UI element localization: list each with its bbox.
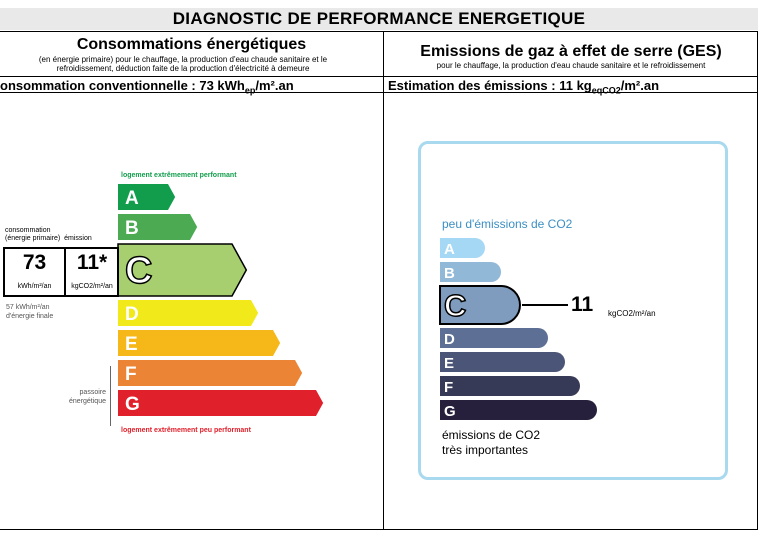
ges-class-bar-a — [440, 238, 485, 258]
ges-class-letter-e: E — [444, 355, 454, 372]
ges-class-letter-d: D — [444, 331, 455, 348]
ges-bottom-label-1: émissions de CO2 — [442, 428, 541, 442]
energy-class-letter-g: G — [125, 394, 140, 415]
energy-class-bar-b — [118, 214, 198, 240]
page-title: DIAGNOSTIC DE PERFORMANCE ENERGETIQUE — [0, 8, 758, 30]
column-divider — [383, 31, 384, 530]
ges-estimate-unit: /m².an — [620, 78, 660, 93]
emission-label: émission — [64, 235, 92, 242]
energy-bottom-label: logement extrêmement peu performant — [121, 427, 251, 434]
energy-estimate-label: onsommation conventionnelle : 73 kWh — [0, 78, 245, 93]
energy-class-bar-a — [118, 184, 176, 210]
divider — [0, 92, 758, 93]
consumption-box: 73 11* kWh/m²/an kgCO2/m²/an — [3, 247, 119, 297]
ges-class-bar-e — [440, 352, 565, 372]
energy-top-label: logement extrêmement performant — [121, 172, 237, 179]
emission-unit: kgCO2/m²/an — [71, 283, 113, 290]
emission-value: 11* — [76, 251, 108, 274]
energy-class-bar-f — [118, 360, 303, 386]
ges-class-bar-c — [439, 285, 521, 325]
final-energy-label: d'énergie finale — [6, 313, 54, 320]
passoire-label-2: énergétique — [69, 398, 106, 405]
divider — [0, 76, 758, 77]
energy-class-bar-g — [118, 390, 324, 416]
energy-class-bar-e — [118, 330, 281, 356]
energy-class-letter-f: F — [125, 364, 137, 385]
divider — [0, 529, 758, 530]
consumption-label-2: (énergie primaire) émission — [5, 235, 92, 242]
ges-bottom-label-2: très importantes — [442, 443, 529, 457]
consumption-caption: consommation (énergie primaire) émission — [5, 227, 92, 243]
energy-estimate-unit: /m².an — [255, 78, 294, 93]
ges-heading: Emissions de gaz à effet de serre (GES) — [420, 43, 722, 60]
ges-estimate-unit-sub: eqCO2 — [591, 85, 621, 96]
divider — [0, 31, 758, 32]
energy-class-letter-a: A — [125, 188, 139, 209]
passoire-label-1: passoire — [79, 389, 106, 396]
ges-bottom-label: émissions de CO2 très importantes — [442, 428, 540, 458]
ges-class-letter-a: A — [444, 241, 455, 258]
ges-class-letter-f: F — [444, 379, 453, 396]
passoire-label: passoire énergétique — [40, 388, 106, 406]
energy-note-2: refroidissement, déduction faite de la p… — [56, 64, 310, 73]
energy-class-letter-c: C — [125, 250, 152, 292]
consumption-value: 73 — [22, 251, 47, 274]
ges-unit: kgCO2/m²/an — [608, 309, 656, 318]
ges-class-letter-c: C — [444, 288, 466, 323]
energy-estimate-unit-sub: ep — [244, 85, 256, 96]
energy-class-letter-b: B — [125, 218, 139, 239]
ges-top-label: peu d'émissions de CO2 — [442, 217, 573, 231]
ges-note: pour le chauffage, la production d'eau c… — [436, 61, 706, 70]
energy-estimate: onsommation conventionnelle : 73 kWhep/m… — [0, 78, 294, 96]
ges-class-bar-d — [440, 328, 548, 348]
energy-class-bar-d — [118, 300, 259, 326]
final-energy: 57 kWh/m²/an d'énergie finale — [6, 303, 53, 321]
energy-class-letter-d: D — [125, 304, 139, 325]
ges-class-letter-b: B — [444, 265, 455, 282]
ges-estimate-label: Estimation des émissions : 11 kg — [388, 78, 592, 93]
energy-note-1: (en énergie primaire) pour le chauffage,… — [38, 55, 328, 64]
ges-class-bar-g — [440, 400, 597, 420]
ges-value: 11 — [571, 293, 594, 316]
energy-class-letter-e: E — [125, 334, 138, 355]
consumption-label-1: consommation — [5, 227, 51, 234]
ges-class-letter-g: G — [444, 403, 456, 420]
box-divider — [64, 249, 66, 295]
final-energy-value: 57 kWh/m²/an — [6, 304, 50, 311]
passoire-bracket — [110, 366, 111, 426]
consumption-unit: kWh/m²/an — [17, 283, 52, 290]
ges-class-bar-b — [440, 262, 501, 282]
ges-estimate: Estimation des émissions : 11 kgeqCO2/m²… — [388, 78, 659, 96]
ges-class-bar-f — [440, 376, 580, 396]
energy-heading: Consommations énergétiques — [76, 36, 307, 53]
